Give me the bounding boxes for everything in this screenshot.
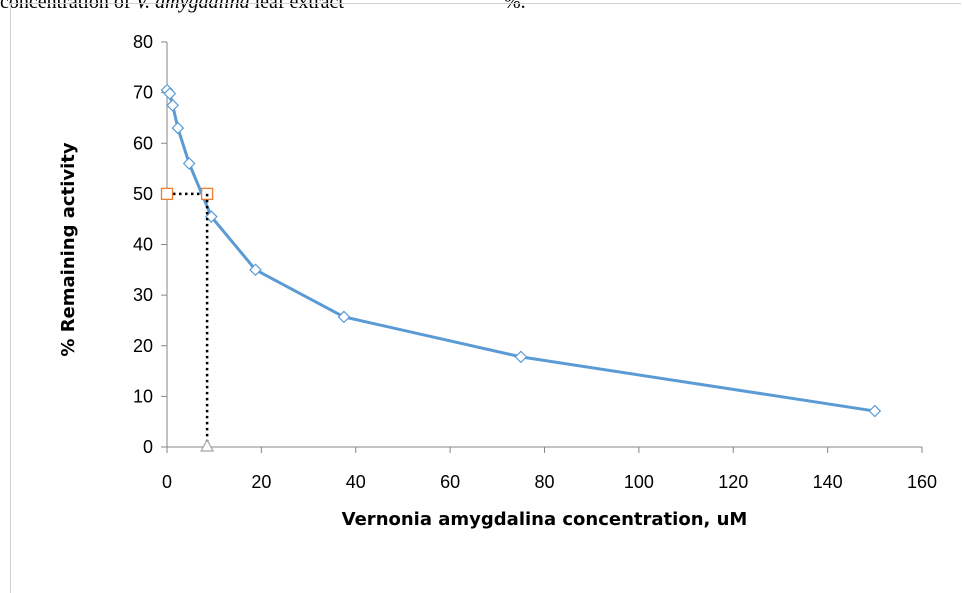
x-tick-label: 60 bbox=[440, 472, 460, 492]
y-tick-label: 10 bbox=[133, 386, 153, 406]
series-0-point bbox=[163, 87, 177, 100]
series-0-line bbox=[165, 89, 876, 413]
series-0-point bbox=[337, 310, 351, 324]
series-1-point bbox=[160, 187, 174, 201]
x-tick-label: 100 bbox=[624, 472, 654, 492]
x-tick-label: 0 bbox=[162, 472, 172, 492]
x-tick-label: 40 bbox=[346, 472, 366, 492]
x-tick-label: 160 bbox=[907, 472, 937, 492]
y-tick-label: 20 bbox=[133, 336, 153, 356]
series-0-point bbox=[868, 404, 882, 418]
y-tick-label: 40 bbox=[133, 235, 153, 255]
series-2-point bbox=[200, 438, 215, 452]
x-axis-title: Vernonia amygdalina concentration, uM bbox=[342, 509, 748, 530]
x-tick-label: 80 bbox=[534, 472, 554, 492]
series-1-point bbox=[200, 187, 214, 201]
y-tick-label: 80 bbox=[133, 32, 153, 52]
y-tick-label: 30 bbox=[133, 285, 153, 305]
y-axis-title: % Remaining activity bbox=[58, 142, 79, 356]
series-0-point bbox=[182, 157, 196, 170]
series-0-point bbox=[514, 350, 528, 364]
x-tick-label: 20 bbox=[251, 472, 271, 492]
x-tick-label: 140 bbox=[813, 472, 843, 492]
series-0-point bbox=[249, 263, 262, 277]
x-tick-label: 120 bbox=[718, 472, 748, 492]
y-tick-label: 0 bbox=[143, 437, 153, 457]
y-tick-label: 60 bbox=[133, 133, 153, 153]
series-0-point bbox=[166, 98, 180, 112]
chart-frame bbox=[10, 3, 961, 593]
series-0-point bbox=[171, 121, 185, 135]
y-tick-label: 70 bbox=[133, 83, 153, 103]
series-0-point bbox=[205, 210, 218, 224]
y-tick-label: 50 bbox=[133, 184, 153, 204]
